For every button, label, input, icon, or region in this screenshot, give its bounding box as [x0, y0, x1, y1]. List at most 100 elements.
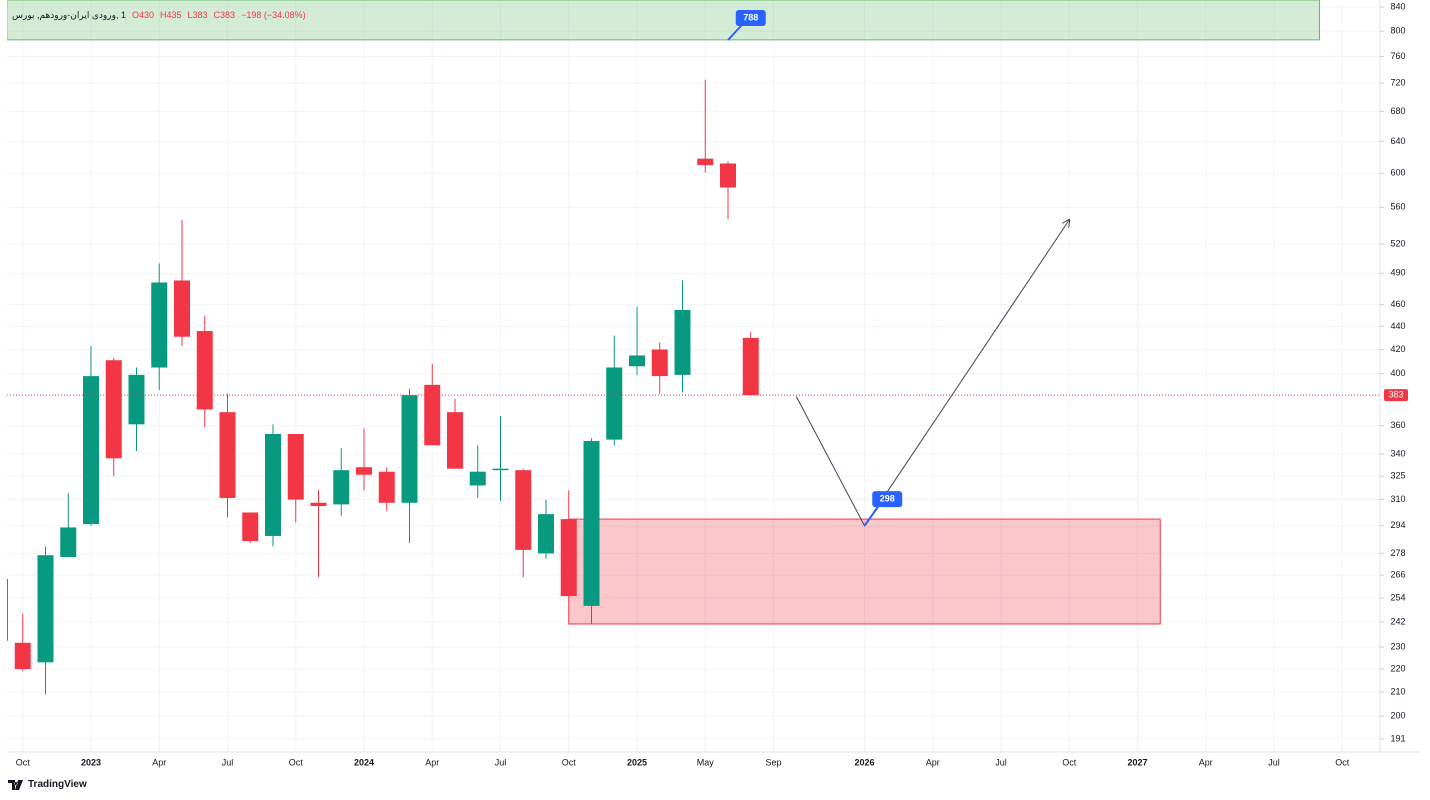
callout-label: 298 — [880, 493, 895, 503]
axes: 840 800 760 720 680 640 600 560 520 490 460 440 420 4… — [16, 1, 1408, 767]
x-tick-label: Oct — [16, 757, 31, 767]
ohlc-value: H435 — [160, 10, 182, 20]
candle-body — [7, 578, 8, 641]
x-tick-label: Jul — [222, 757, 234, 767]
callout-box — [872, 491, 903, 508]
ohlc-value: O430 — [131, 10, 154, 20]
y-tick-label: 420 — [1390, 344, 1405, 354]
candle-body — [287, 433, 304, 500]
y-tick-label: 325 — [1390, 471, 1405, 481]
x-tick-label: 2026 — [854, 757, 874, 767]
candle-body — [469, 471, 486, 486]
callout-tail — [863, 504, 881, 527]
y-tick-label: 560 — [1390, 202, 1405, 212]
y-tick-label: 360 — [1390, 420, 1405, 430]
candle-body — [447, 412, 463, 469]
x-tick-label: Apr — [425, 757, 439, 767]
y-tick-label: 600 — [1390, 168, 1405, 178]
x-tick-label: Apr — [1199, 757, 1213, 767]
y-tick-label: 800 — [1390, 25, 1405, 35]
callout-label: 788 — [743, 12, 758, 22]
candle-body — [674, 309, 691, 375]
callout-tail — [727, 23, 744, 41]
x-tick-label: Jul — [1268, 757, 1280, 767]
x-tick-label: 2023 — [81, 757, 101, 767]
x-tick-label: Apr — [152, 757, 166, 767]
zone — [7, 0, 1321, 41]
x-tick-label: Sep — [765, 757, 781, 767]
ohlc-value: L383 — [187, 10, 208, 20]
candle-body — [742, 337, 759, 396]
y-tick-label: 266 — [1390, 570, 1405, 580]
candle-body — [515, 470, 532, 550]
x-tick-label: Oct — [1062, 757, 1077, 767]
candle-body — [128, 374, 145, 425]
last-price-box — [1384, 389, 1408, 402]
x-tick-label: Apr — [926, 757, 940, 767]
x-tick-label: Oct — [1335, 757, 1350, 767]
y-tick-label: 210 — [1390, 686, 1405, 696]
grid — [7, 0, 1380, 752]
x-tick-label: May — [697, 757, 715, 767]
callout-box — [735, 10, 766, 26]
y-tick-label: 200 — [1390, 711, 1405, 721]
x-tick-label: Oct — [289, 757, 304, 767]
candle-body — [492, 468, 509, 471]
candle-body — [697, 158, 714, 166]
brand: TradingView — [8, 779, 87, 790]
ohlc-value: −198 (−34.08%) — [241, 10, 306, 20]
y-tick-label: 440 — [1390, 321, 1405, 331]
y-tick-label: 760 — [1390, 51, 1405, 61]
annotations: 788 298 — [727, 10, 1069, 527]
candle-body — [356, 467, 372, 475]
y-tick-label: 191 — [1390, 733, 1405, 743]
candle-body — [265, 433, 281, 536]
x-tick-label: 2024 — [354, 757, 374, 767]
brand-name: TradingView — [28, 779, 87, 790]
y-tick-label: 220 — [1390, 663, 1405, 673]
candle-body — [538, 514, 554, 554]
y-tick-label: 310 — [1390, 494, 1405, 504]
candle-body — [629, 355, 645, 367]
candle-body — [219, 412, 236, 498]
y-tick-label: 400 — [1390, 368, 1405, 378]
candle-body — [174, 280, 190, 337]
y-tick-label: 640 — [1390, 136, 1405, 146]
legend-header: 1 ,ورودی ایران-ورودهم, بورس O430 H435 L383… — [12, 10, 306, 21]
x-tick-label: 2027 — [1127, 757, 1147, 767]
candle-body — [242, 512, 259, 542]
candle-body — [105, 360, 122, 459]
x-tick-label: Oct — [562, 757, 577, 767]
ohlc-value: C383 — [213, 10, 236, 20]
candle-body — [60, 527, 77, 557]
y-tick-label: 254 — [1390, 592, 1405, 602]
candle-body — [333, 470, 350, 505]
candle-body — [310, 502, 327, 506]
x-tick-label: Jul — [495, 757, 507, 767]
y-tick-label: 520 — [1390, 238, 1405, 248]
x-tick-label: 2025 — [627, 757, 647, 767]
candle-body — [424, 384, 441, 446]
y-tick-label: 490 — [1390, 268, 1405, 278]
x-tick-label: Jul — [995, 757, 1007, 767]
candle-body — [583, 441, 600, 606]
y-tick-label: 230 — [1390, 641, 1405, 651]
y-tick-label: 720 — [1390, 78, 1405, 88]
candle-body — [560, 519, 577, 597]
candle-body — [606, 367, 623, 440]
y-tick-label: 294 — [1390, 520, 1405, 530]
y-tick-label: 460 — [1390, 299, 1405, 309]
zone — [568, 518, 1161, 625]
candle-body — [401, 395, 418, 503]
last-price-label: 383 — [1388, 389, 1403, 399]
y-tick-label: 340 — [1390, 448, 1405, 458]
y-tick-label: 242 — [1390, 616, 1405, 626]
candle-body — [378, 471, 395, 503]
candle-body — [196, 331, 213, 410]
candle-body — [83, 376, 99, 525]
candle-body — [720, 163, 736, 188]
candle-body — [151, 282, 168, 368]
y-tick-label: 840 — [1390, 1, 1405, 11]
